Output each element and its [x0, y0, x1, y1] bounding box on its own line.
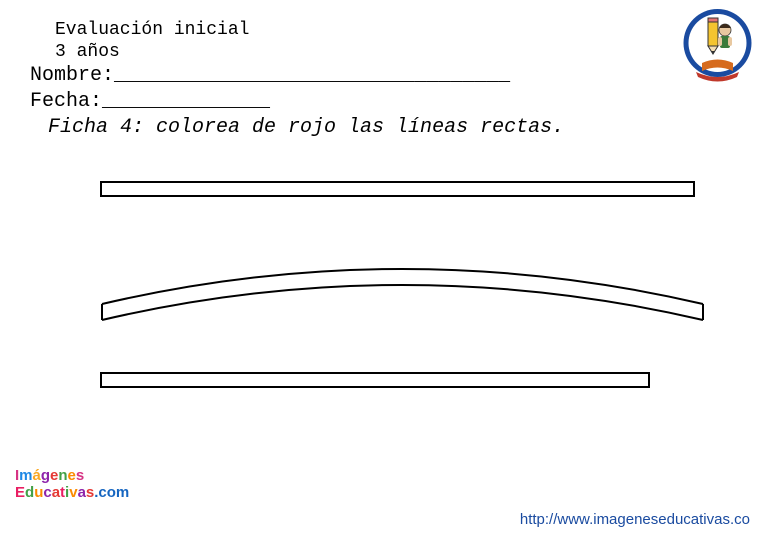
brand-logo-line1: Imágenes — [15, 468, 129, 483]
brand-logo-line2: Educativas.com — [15, 485, 129, 500]
worksheet-instruction: Ficha 4: colorea de rojo las líneas rect… — [48, 115, 750, 141]
straight-line-shape-2 — [100, 372, 650, 388]
brand-logo-text: Imágenes Educativas.com — [15, 468, 129, 500]
worksheet-header: Evaluación inicial 3 años Nombre:_______… — [0, 0, 780, 141]
shapes-container — [0, 141, 780, 388]
source-url: http://www.imageneseducativas.co — [520, 512, 750, 529]
curved-line-shape — [100, 242, 780, 332]
evaluation-title-line2: 3 años — [55, 42, 750, 64]
name-field-line: Nombre:_________________________________ — [30, 63, 750, 89]
evaluation-title-line1: Evaluación inicial — [55, 20, 750, 42]
straight-line-shape-1 — [100, 181, 695, 197]
logo-badge — [680, 8, 755, 83]
date-field-line: Fecha:______________ — [30, 89, 750, 115]
